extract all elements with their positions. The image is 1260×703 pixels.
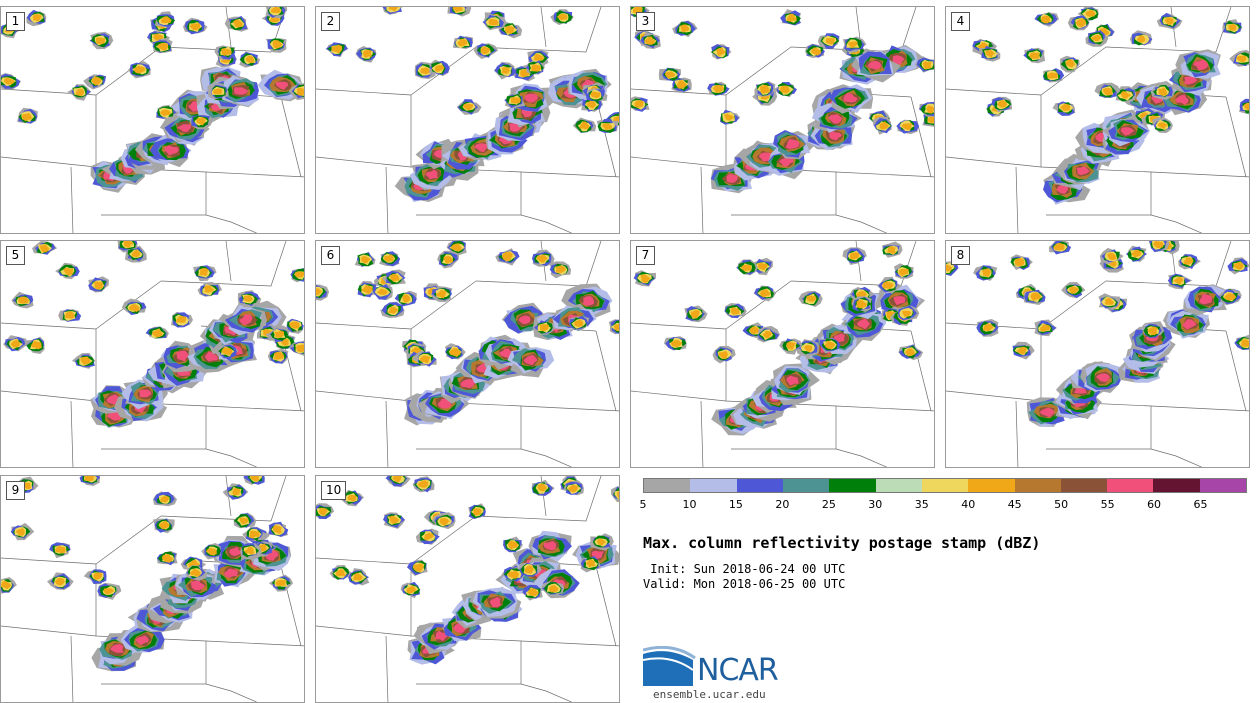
- ensemble-member-panel: 10: [315, 475, 620, 703]
- colorbar-swatch: [1014, 479, 1061, 492]
- ensemble-member-panel: 1: [0, 6, 305, 234]
- colorbar-tick-label: 50: [1054, 498, 1069, 511]
- colorbar-tick-label: 10: [682, 498, 697, 511]
- reflectivity-map: [316, 476, 619, 702]
- panel-member-label: 5: [6, 246, 25, 265]
- reflectivity-map: [1, 7, 304, 233]
- ncar-logo-icon: [643, 646, 696, 686]
- storm-cells: [316, 241, 619, 426]
- storm-cells: [1, 476, 294, 672]
- colorbar-swatch: [829, 479, 876, 492]
- ncar-logo-text: NCAR: [697, 653, 779, 688]
- colorbar-swatch: [921, 479, 969, 492]
- colorbar-swatch: [1199, 479, 1247, 492]
- colorbar-swatch: [782, 479, 830, 492]
- reflectivity-map: [631, 241, 934, 467]
- colorbar-tick-label: 60: [1147, 498, 1162, 511]
- colorbar-tick-label: 20: [775, 498, 790, 511]
- colorbar-swatch: [736, 479, 783, 492]
- ensemble-member-panel: 6: [315, 240, 620, 468]
- reflectivity-map: [1, 241, 304, 467]
- reflectivity-colorbar: [643, 478, 1247, 493]
- state-borders: [631, 241, 934, 467]
- colorbar-tick-label: 5: [639, 498, 647, 511]
- ensemble-member-panel: 2: [315, 6, 620, 234]
- colorbar-swatch: [1107, 479, 1154, 492]
- panel-member-label: 10: [321, 481, 347, 500]
- reflectivity-map: [1, 476, 304, 702]
- colorbar-tick-label: 35: [914, 498, 929, 511]
- storm-cells: [972, 7, 1249, 205]
- storm-cells: [316, 476, 619, 665]
- state-borders: [1, 241, 304, 467]
- ensemble-member-panel: 7: [630, 240, 935, 468]
- colorbar-swatch: [875, 479, 922, 492]
- init-time: Init: Sun 2018-06-24 00 UTC: [643, 562, 846, 576]
- ensemble-member-panel: 5: [0, 240, 305, 468]
- colorbar-swatch: [968, 479, 1015, 492]
- panel-member-label: 3: [636, 12, 655, 31]
- colorbar-tick-label: 45: [1007, 498, 1022, 511]
- storm-cells: [325, 7, 619, 202]
- reflectivity-map: [946, 7, 1249, 233]
- ensemble-member-panel: 4: [945, 6, 1250, 234]
- colorbar-tick-label: 40: [961, 498, 976, 511]
- colorbar-tick-label: 15: [728, 498, 743, 511]
- panel-member-label: 8: [951, 246, 970, 265]
- colorbar-tick-label: 30: [868, 498, 883, 511]
- state-borders: [1, 476, 304, 702]
- colorbar-tick-label: 65: [1193, 498, 1208, 511]
- valid-time: Valid: Mon 2018-06-25 00 UTC: [643, 577, 846, 591]
- ensemble-member-panel: 9: [0, 475, 305, 703]
- storm-cells: [631, 7, 934, 194]
- reflectivity-map: [946, 241, 1249, 467]
- colorbar-tick-label: 55: [1100, 498, 1115, 511]
- reflectivity-map: [631, 7, 934, 233]
- panel-member-label: 2: [321, 12, 340, 31]
- storm-cells: [946, 241, 1249, 427]
- colorbar-swatch: [1153, 479, 1200, 492]
- ensemble-member-panel: 8: [945, 240, 1250, 468]
- panel-member-label: 1: [6, 12, 25, 31]
- storm-cells: [3, 241, 304, 428]
- state-borders: [316, 241, 619, 467]
- panel-member-label: 4: [951, 12, 970, 31]
- colorbar-swatch: [690, 479, 737, 492]
- colorbar-tick-label: 25: [821, 498, 836, 511]
- reflectivity-map: [316, 241, 619, 467]
- reflectivity-map: [316, 7, 619, 233]
- ncar-url: ensemble.ucar.edu: [653, 688, 766, 701]
- colorbar-swatch: [1060, 479, 1108, 492]
- panel-member-label: 7: [636, 246, 655, 265]
- storm-cells: [633, 241, 926, 436]
- storm-cells: [1, 7, 304, 193]
- panel-member-label: 9: [6, 481, 25, 500]
- ensemble-member-panel: 3: [630, 6, 935, 234]
- panel-member-label: 6: [321, 246, 340, 265]
- colorbar-swatch: [644, 479, 691, 492]
- figure-title: Max. column reflectivity postage stamp (…: [643, 534, 1041, 552]
